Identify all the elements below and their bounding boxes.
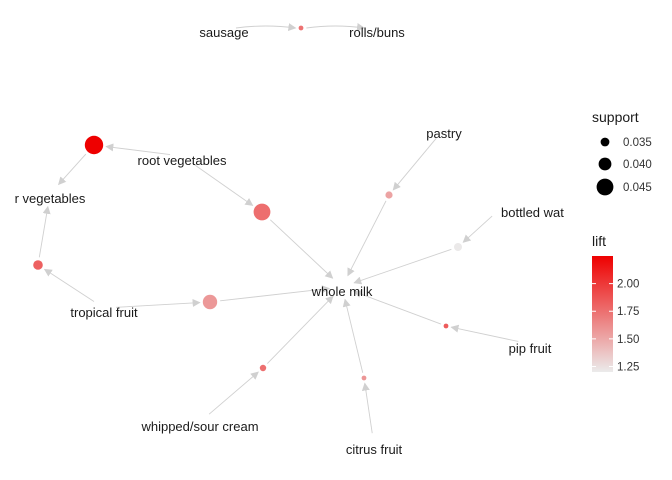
- item-label-r-vegetables: r vegetables: [15, 191, 86, 206]
- rule-node-root-vegetables-r-vegetables[interactable]: [84, 135, 104, 155]
- lift-legend-label-3: 1.75: [617, 306, 639, 318]
- edge-rule-to-whole-milk: [270, 219, 334, 279]
- support-legend-key-3: [596, 178, 614, 196]
- lift-legend-label-2: 1.50: [617, 334, 639, 346]
- edge-rule-to-whole-milk: [267, 295, 334, 364]
- item-label-rolls-buns: rolls/buns: [349, 25, 405, 40]
- edge-rule-to-r-vegetables: [38, 205, 51, 258]
- edge-tropical-fruit-to-rule: [43, 268, 95, 302]
- lift-legend-label-4: 2.00: [617, 279, 639, 291]
- edge-rule-to-whole-milk: [353, 248, 452, 285]
- item-label-pastry: pastry: [426, 126, 462, 141]
- rule-node-bottled-wat-whole-milk[interactable]: [454, 243, 462, 251]
- support-legend-title: support: [592, 109, 639, 125]
- edge-whipped-sour-cream-to-rule: [208, 371, 259, 415]
- support-legend-keys: 0.035 0.040 0.045: [596, 137, 652, 196]
- lift-legend-label-1: 1.25: [617, 361, 639, 373]
- rule-node-pip-fruit-whole-milk[interactable]: [443, 323, 449, 329]
- rule-node-tropical-fruit-r-vegetables[interactable]: [33, 260, 43, 270]
- edge-rule-to-whole-milk: [353, 290, 442, 325]
- support-legend-label-1: 0.035: [623, 137, 652, 149]
- item-label-tropical-fruit: tropical fruit: [70, 305, 138, 320]
- edge-rule-to-whole-milk: [347, 200, 387, 277]
- edge-tropical-fruit-to-rule: [115, 298, 201, 308]
- item-label-pip-fruit: pip fruit: [509, 341, 552, 356]
- lift-colorbar: 1.25 1.50 1.75 2.00: [592, 256, 639, 373]
- edge-rule-to-whole-milk: [220, 285, 331, 302]
- rule-node-root-vegetables-whole-milk[interactable]: [253, 203, 271, 221]
- edge-root-vegetables-to-rule: [105, 143, 171, 155]
- rule-node-sausage-rolls-buns[interactable]: [298, 25, 304, 31]
- item-label-citrus-fruit: citrus fruit: [346, 442, 403, 457]
- item-labels-layer: sausage rolls/buns root vegetables r vegeta…: [15, 25, 565, 457]
- edge-pip-fruit-to-rule: [450, 324, 519, 342]
- lift-colorbar-gradient: [592, 256, 613, 372]
- edge-root-vegetables-to-rule: [191, 162, 254, 206]
- rule-node-whipped-sour-cream-whole-milk[interactable]: [259, 364, 267, 372]
- edge-rule-to-r-vegetables: [58, 153, 87, 186]
- item-label-whipped-sour-cream: whipped/sour cream: [140, 419, 258, 434]
- edge-rule-to-rolls-buns: [306, 23, 365, 31]
- support-legend-key-2: [598, 157, 612, 171]
- edge-bottled-wat-to-rule: [462, 215, 493, 243]
- edge-rule-to-whole-milk: [342, 298, 364, 373]
- rule-node-citrus-fruit-whole-milk[interactable]: [361, 375, 367, 381]
- item-label-bottled-wat: bottled wat: [501, 205, 564, 220]
- edge-pastry-to-rule: [392, 137, 437, 191]
- item-label-sausage: sausage: [199, 25, 248, 40]
- rule-nodes-layer: [33, 25, 462, 381]
- support-legend-label-3: 0.045: [623, 182, 652, 194]
- edge-sausage-to-rule: [235, 23, 297, 32]
- item-label-whole-milk: whole milk: [311, 284, 373, 299]
- edges-layer: [38, 23, 519, 434]
- support-legend-key-1: [600, 137, 610, 147]
- rule-node-pastry-whole-milk[interactable]: [385, 191, 393, 199]
- legend: support 0.035 0.040 0.045 lift 1.25 1.50 1.7…: [592, 109, 652, 373]
- lift-legend-title: lift: [592, 233, 606, 249]
- item-label-root-vegetables: root vegetables: [138, 153, 227, 168]
- edge-citrus-fruit-to-rule: [361, 382, 373, 434]
- support-legend-label-2: 0.040: [623, 159, 652, 171]
- rule-node-tropical-fruit-whole-milk[interactable]: [202, 294, 218, 310]
